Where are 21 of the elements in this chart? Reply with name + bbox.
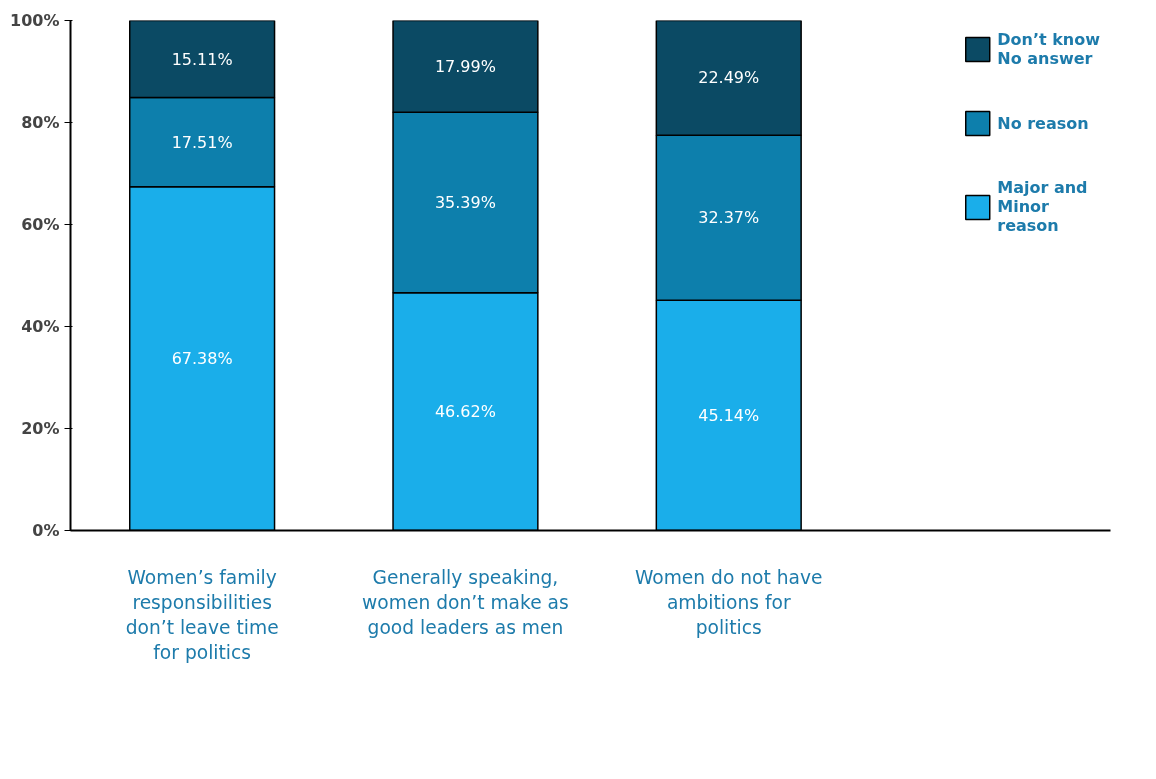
y-tick-label: 40% [21,317,60,336]
x-tick-label: Women’s family responsibilities don’t leave time for politics [125,566,279,664]
data-label: 45.14% [698,405,760,425]
x-tick-label: Generally speaking, women don’t make as good leaders as men [362,566,569,638]
data-label: 17.99% [434,56,496,76]
y-tick-label: 60% [21,215,60,234]
legend-label: Major and Minor reason [997,178,1088,235]
y-tick-label: 100% [10,11,60,30]
legend-label: No reason [997,112,1089,135]
data-label: 22.49% [698,68,760,88]
data-label: 67.38% [171,349,233,369]
y-tick-label: 20% [21,419,60,438]
data-label: 35.39% [434,192,496,212]
y-tick-label: 0% [32,521,60,540]
data-label: 46.62% [434,402,496,422]
data-label: 17.51% [171,132,233,152]
legend-label: Don’t know No answer [997,30,1100,68]
data-label: 15.11% [171,49,233,69]
data-label: 32.37% [698,208,760,228]
x-tick-label: Women do not have ambitions for politics [634,566,823,638]
y-tick-label: 80% [21,113,60,132]
